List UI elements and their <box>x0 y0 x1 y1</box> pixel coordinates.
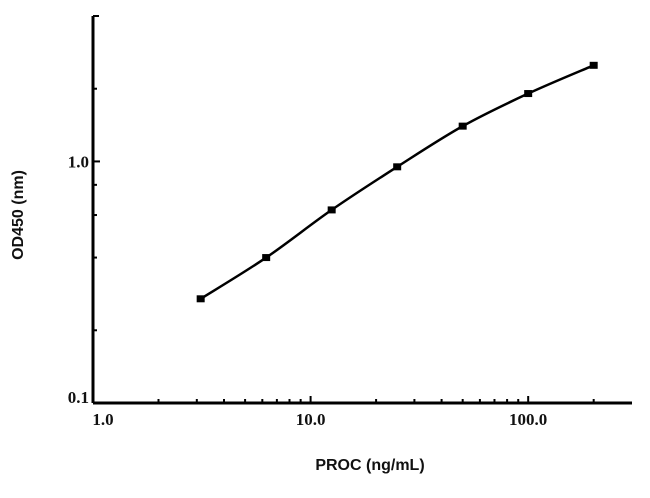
x-axis-title: PROC (ng/mL) <box>315 457 424 474</box>
x-tick-label: 1.0 <box>92 410 113 429</box>
data-point <box>458 122 467 130</box>
data-point <box>196 295 205 303</box>
x-tick-label: 10.0 <box>296 410 326 429</box>
y-tick-label: 0.1 <box>68 388 89 407</box>
series-line <box>200 64 595 300</box>
tick-labels: 1.0 10.0 100.00.11.0 <box>68 152 548 429</box>
axes <box>91 15 632 405</box>
data-points <box>196 61 598 303</box>
x-tick-label: 100.0 <box>509 410 547 429</box>
data-point <box>327 206 336 214</box>
data-point <box>589 61 598 69</box>
data-point <box>262 254 271 262</box>
y-axis-title: OD450 (nm) <box>10 170 27 260</box>
y-tick-label: 1.0 <box>68 152 89 171</box>
data-point <box>524 90 533 98</box>
data-point <box>393 163 402 171</box>
